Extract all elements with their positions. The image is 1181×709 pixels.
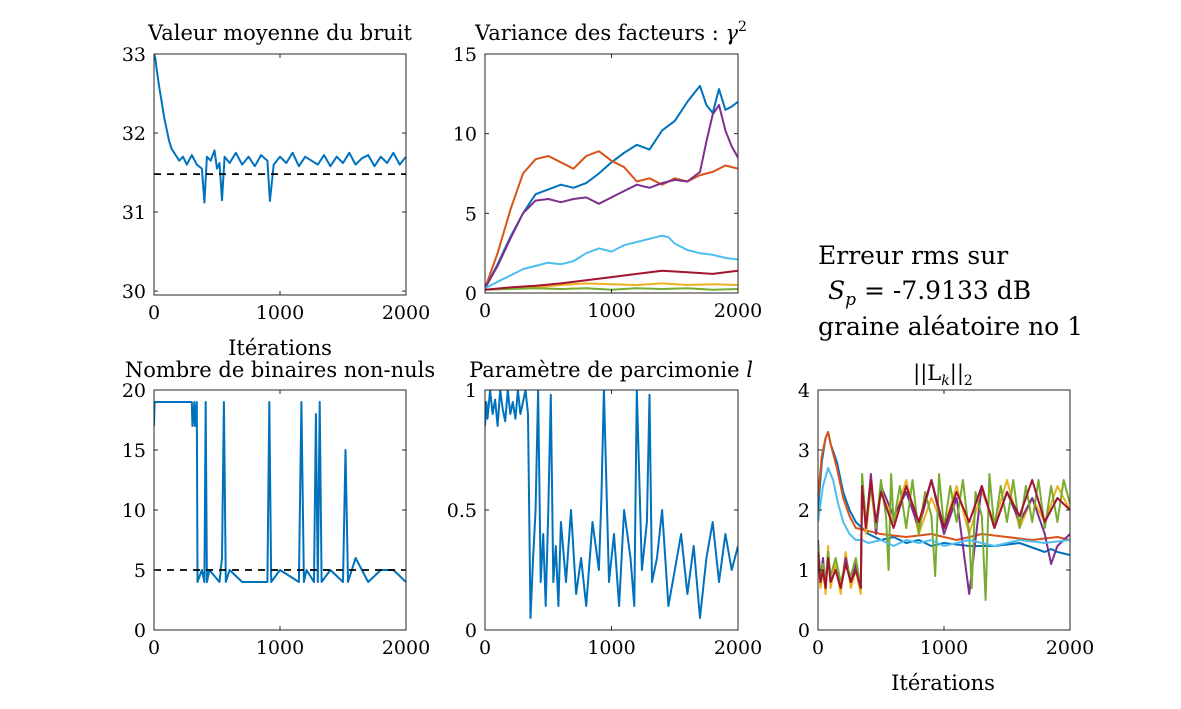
lk_norm-ytick-label: 1 [798,560,810,582]
variance-xtick-label: 1000 [587,300,635,322]
nonzero-ytick-label: 20 [122,380,146,402]
chart-nonzero-title: Nombre de binaires non-nuls [125,358,435,382]
variance-ytick-label: 5 [465,203,477,225]
rms-error-annotation: Erreur rms sur Sp = -7.9133 dB graine al… [818,241,1083,341]
noise-ytick-label: 31 [122,202,146,224]
sparsity-series-line-1 [485,390,738,619]
sparsity-ytick-label: 0 [465,620,477,642]
chart-noise-title: Valeur moyenne du bruit [147,21,413,45]
chart-noise-plot: 0 1000 2000 30 31 32 33 [122,44,430,324]
nonzero-series-line-1 [154,401,406,583]
variance-ytick-label: 15 [453,44,477,66]
nonzero-ytick-label: 0 [134,620,146,642]
nonzero-xtick-label: 2000 [382,637,430,659]
lk_norm-series-line-2 [818,431,1070,541]
noise-xtick-label: 2000 [382,302,430,324]
annotation-line-3: graine aléatoire no 1 [818,312,1083,341]
noise-ytick-label: 32 [122,123,146,145]
chart-lk-norm: ||Lk||2 Itérations 0 1000 2000 0 1 2 3 4 [798,361,1094,695]
chart-lk-norm-title: ||Lk||2 [913,361,973,389]
chart-nonzero-plot: 0 1000 2000 0 5 10 15 20 [122,380,430,659]
variance-series-line-6 [485,234,738,290]
lk_norm-xtick-label: 0 [812,637,824,659]
nonzero-ytick-label: 5 [134,560,146,582]
sparsity-xtick-label: 1000 [587,637,635,659]
lk_norm-ytick-label: 4 [798,380,810,402]
noise-ytick-label: 30 [122,281,146,303]
annotation-line-2: Sp = -7.9133 dB [828,276,1031,310]
lk_norm-ytick-label: 3 [798,440,810,462]
noise-xtick-label: 1000 [256,302,304,324]
lk_norm-ytick-label: 2 [798,500,810,522]
annotation-line-1: Erreur rms sur [818,241,1008,270]
chart-variance-plot: 0 1000 2000 0 5 10 15 [453,44,762,322]
lk_norm-axes-box [817,389,1071,631]
variance-xtick-label: 0 [479,300,491,322]
variance-series-line-2 [485,150,738,289]
chart-sparsity: Paramètre de parcimonie l 0 1000 2000 0 0.5 1 [447,358,762,659]
nonzero-xtick-label: 0 [148,637,160,659]
sparsity-xtick-label: 0 [479,637,491,659]
variance-xtick-label: 2000 [714,300,762,322]
chart-sparsity-plot: 0 1000 2000 0 0.5 1 [447,380,762,659]
sparsity-ytick-label: 0.5 [447,500,477,522]
noise-xtick-label: 0 [148,302,160,324]
variance-series-line-4 [485,104,738,289]
variance-ytick-label: 10 [453,124,477,146]
chart-lk-norm-xlabel: Itérations [891,671,995,695]
variance-series-line-7 [485,269,738,291]
chart-variance: Variance des facteurs : γ2 0 1000 2000 0 5 10… [453,19,762,322]
chart-lk-norm-plot: 0 1000 2000 0 1 2 3 4 [798,380,1094,659]
noise-series-group [154,54,406,204]
variance-series-line-1 [485,84,738,289]
sparsity-xtick-label: 2000 [714,637,762,659]
nonzero-ytick-label: 10 [122,500,146,522]
sparsity-axes-box [484,389,739,631]
nonzero-series-group [154,401,406,583]
chart-noise: Valeur moyenne du bruit Itérations 0 1000… [122,21,430,360]
variance-ytick-label: 0 [465,283,477,305]
sparsity-ytick-label: 1 [465,380,477,402]
nonzero-ytick-label: 15 [122,440,146,462]
chart-noise-xlabel: Itérations [228,336,332,360]
nonzero-xtick-label: 1000 [256,637,304,659]
lk_norm-series-line-4 [818,473,1070,595]
lk_norm-xtick-label: 1000 [920,637,968,659]
noise-ytick-label: 33 [122,44,146,66]
chart-nonzero: Nombre de binaires non-nuls 0 1000 2000 0 5 1… [122,358,435,659]
lk_norm-xtick-label: 2000 [1046,637,1094,659]
lk_norm-series-group [818,431,1070,601]
lk_norm-ytick-label: 0 [798,620,810,642]
lk_norm-series-line-6 [818,467,1070,547]
lk_norm-series-line-7 [818,479,1070,589]
chart-sparsity-title: Paramètre de parcimonie l [469,358,753,382]
chart-variance-title: Variance des facteurs : γ2 [474,19,747,45]
sparsity-series-group [485,390,738,619]
variance-series-group [485,84,738,291]
noise-series-line-1 [154,54,406,204]
